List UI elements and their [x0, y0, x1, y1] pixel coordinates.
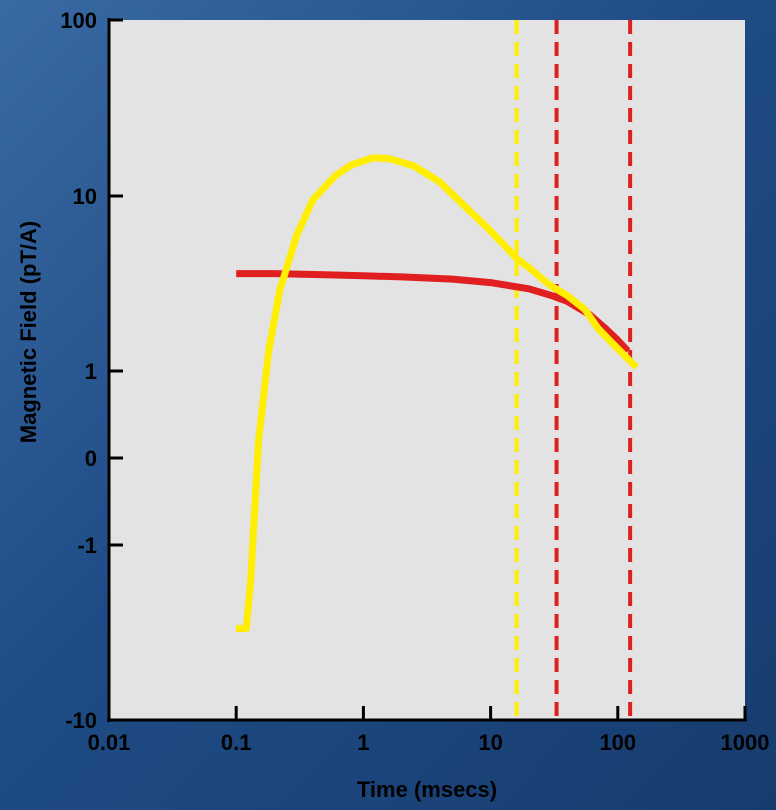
y-tick-label: -10 [65, 708, 97, 733]
x-tick-label: 0.01 [88, 730, 131, 755]
x-tick-label: 0.1 [221, 730, 252, 755]
y-axis-title: Magnetic Field (pT/A) [16, 221, 41, 443]
y-tick-label: 0 [85, 446, 97, 471]
y-tick-label: 10 [73, 184, 97, 209]
series-line-2 [236, 154, 639, 632]
x-tick-label: 1 [357, 730, 369, 755]
x-axis-ticks: 0.01 0.1 1 10 100 1000 [88, 706, 770, 755]
x-tick-label: 1000 [721, 730, 770, 755]
x-axis-title: Time (msecs) [357, 777, 497, 802]
x-tick-label: 100 [599, 730, 636, 755]
plot-background [109, 20, 745, 720]
series-lines [236, 154, 639, 632]
y-tick-label: 100 [60, 8, 97, 33]
x-tick-label: 10 [478, 730, 502, 755]
series-line-1 [236, 270, 631, 354]
marker-lines [514, 20, 633, 720]
y-tick-label: -1 [77, 533, 97, 558]
y-tick-label: 1 [85, 359, 97, 384]
